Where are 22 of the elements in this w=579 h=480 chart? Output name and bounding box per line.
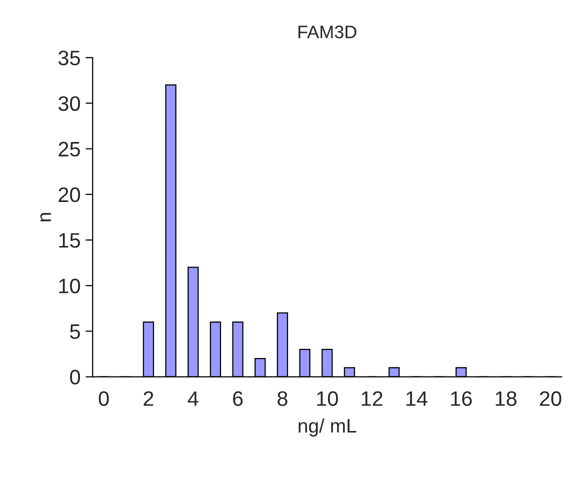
y-tick-label: 35 [58,50,80,66]
y-tick-label: 20 [58,187,80,202]
x-axis-title: ng/ mL [298,418,356,437]
x-tick-label: 8 [278,391,288,406]
chart-title: FAM3D [298,26,356,38]
x-tick-label: 2 [144,391,154,406]
x-tick-label: 20 [540,391,562,406]
x-tick-label: 18 [496,391,516,406]
y-tick-label: 5 [70,324,80,339]
x-tick-label: 10 [317,391,338,406]
y-tick-label: 25 [58,142,80,157]
x-tick-label: 16 [451,391,472,406]
y-tick-label: 10 [59,278,80,294]
x-tick-label: 0 [98,391,109,406]
y-tick-label: 30 [58,96,80,111]
x-tick-label: 6 [233,391,243,406]
x-tick-label: 14 [406,391,428,406]
y-axis-title: n [40,213,51,222]
y-tick-label: 0 [70,370,80,385]
x-tick-label: 12 [362,391,382,406]
x-tick-label: 4 [188,391,198,406]
y-tick-label: 15 [59,233,80,248]
